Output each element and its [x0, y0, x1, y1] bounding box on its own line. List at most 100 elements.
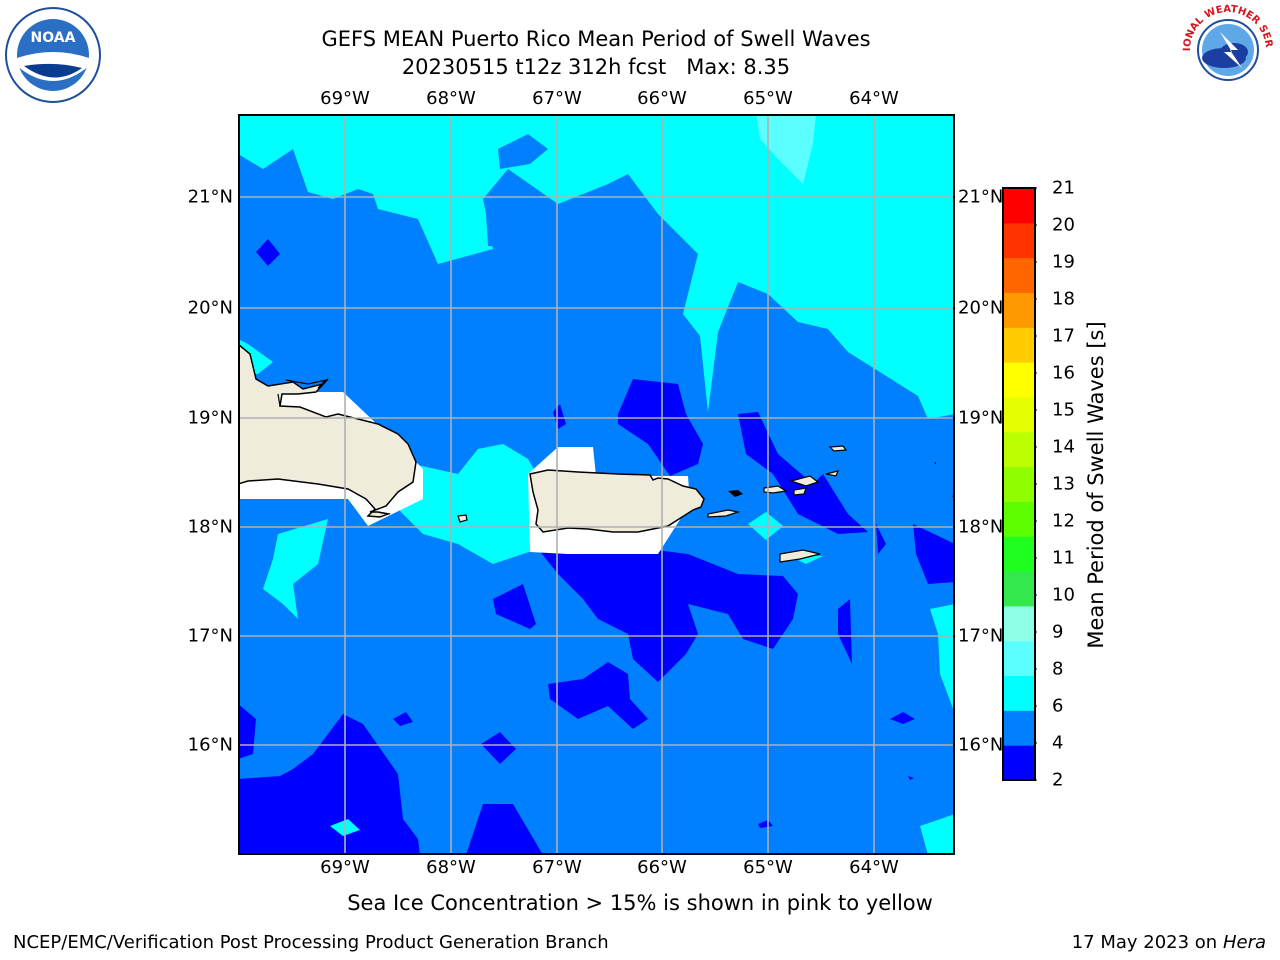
colorbar-segment — [1003, 675, 1035, 711]
nws-logo: NATIONAL WEATHER SERVICE — [1180, 2, 1274, 96]
virgin-island-land — [793, 487, 807, 496]
vieques-land — [707, 509, 741, 518]
colorbar-label: Mean Period of Swell Waves [s] — [1084, 321, 1108, 649]
period-2-4-region — [493, 584, 536, 629]
period-6-8-region — [920, 814, 955, 855]
lat-label-right: 19°N — [958, 407, 1004, 429]
culebra-land — [728, 490, 743, 497]
period-2-4-region — [618, 379, 703, 476]
lon-label-top: 66°W — [637, 88, 687, 109]
period-6-8-region — [238, 114, 955, 419]
lon-label-top: 67°W — [532, 88, 582, 109]
lat-label-right: 21°N — [958, 186, 1004, 208]
gridlines — [238, 114, 955, 855]
period-8-9-region — [756, 114, 816, 184]
period-2-4-region — [548, 662, 648, 729]
isla-mona-land — [457, 514, 468, 523]
period-6-8-region — [930, 604, 955, 714]
colorbar-tick-label: 8 — [1052, 658, 1064, 680]
lat-label-left: 21°N — [187, 186, 233, 208]
footer-machine: Hera — [1222, 932, 1266, 953]
svg-text:NOAA: NOAA — [31, 30, 76, 46]
lat-label-left: 20°N — [187, 297, 233, 319]
colorbar-tick-label: 10 — [1052, 584, 1075, 606]
colorbar-tick-label: 16 — [1052, 362, 1075, 384]
colorbar-segment — [1003, 466, 1035, 502]
puerto-rico-land — [529, 469, 705, 533]
lat-label-right: 16°N — [958, 734, 1004, 756]
map-frame — [238, 114, 955, 855]
lon-label-bottom: 64°W — [849, 857, 899, 878]
period-6-8-region — [748, 512, 783, 540]
colorbar-segment — [1003, 571, 1035, 607]
period-2-4-region — [758, 820, 773, 828]
colorbar-segment — [1003, 710, 1035, 746]
colorbar-tick-label: 15 — [1052, 399, 1075, 421]
lat-label-left: 19°N — [187, 407, 233, 429]
colorbar-segment — [1003, 396, 1035, 433]
virgin-island-land — [788, 475, 820, 487]
colorbar-tick-label: 6 — [1052, 695, 1064, 717]
lon-label-bottom: 68°W — [426, 857, 476, 878]
virgin-island-land — [763, 485, 788, 494]
lon-label-top: 68°W — [426, 88, 476, 109]
colorbar-tick-label: 20 — [1052, 214, 1075, 236]
colorbar-tick-label: 11 — [1052, 547, 1075, 569]
colorbar-segment — [1003, 257, 1035, 293]
period-2-4-region — [481, 732, 516, 764]
lat-label-left: 18°N — [187, 516, 233, 538]
hispaniola-detail — [277, 378, 391, 515]
lon-label-bottom: 65°W — [743, 857, 793, 878]
st-croix-land — [779, 549, 821, 563]
virgin-island-land — [825, 470, 839, 477]
sea-ice-note: Sea Ice Concentration > 15% is shown in … — [347, 891, 933, 915]
colorbar-segment — [1003, 327, 1035, 363]
colorbar-segment — [1003, 431, 1035, 468]
period-2-4-region — [838, 599, 852, 664]
period-2-4-region — [538, 539, 798, 682]
period-2-4-region — [466, 804, 543, 855]
colorbar-tick-label: 9 — [1052, 621, 1064, 643]
footer-date-text: 17 May 2023 on — [1071, 932, 1218, 953]
lat-label-right: 18°N — [958, 516, 1004, 538]
colorbar-segment — [1003, 605, 1035, 642]
colorbar-segment — [1003, 501, 1035, 537]
colorbar-tick-label: 17 — [1052, 325, 1075, 347]
period-6-8-region — [498, 134, 548, 169]
lat-label-left: 17°N — [187, 625, 233, 647]
period-6-8-region — [486, 206, 548, 249]
anguilla-land — [934, 462, 936, 464]
colorbar-tick-label: 12 — [1052, 510, 1075, 532]
period-2-4-region — [256, 239, 280, 266]
period-2-4-region — [890, 712, 915, 724]
colorbar — [1002, 187, 1037, 781]
period-6-8-region — [398, 444, 548, 564]
lon-label-bottom: 69°W — [320, 857, 370, 878]
colorbar-tick-label: 2 — [1052, 769, 1064, 791]
lon-label-top: 69°W — [320, 88, 370, 109]
colorbar-segment — [1003, 362, 1035, 398]
lat-label-right: 20°N — [958, 297, 1004, 319]
hispaniola-land — [238, 343, 417, 518]
lat-label-left: 16°N — [187, 734, 233, 756]
colorbar-segment — [1003, 222, 1035, 259]
lon-label-bottom: 67°W — [532, 857, 582, 878]
period-2-4-region — [908, 776, 914, 780]
period-2-4-region — [876, 524, 886, 554]
period-6-8-region — [263, 519, 328, 619]
colorbar-tick-label: 21 — [1052, 177, 1075, 199]
colorbar-segment — [1003, 745, 1035, 781]
colorbar-tick-label: 4 — [1052, 732, 1064, 754]
lat-label-right: 17°N — [958, 625, 1004, 647]
period-2-4-region — [238, 714, 420, 855]
colorbar-tick-label: 14 — [1052, 436, 1075, 458]
colorbar-tick-label: 13 — [1052, 473, 1075, 495]
noaa-logo: NOAA — [5, 7, 101, 103]
colorbar-segment — [1003, 536, 1035, 572]
swell-period-map — [238, 114, 955, 855]
anegada-land — [828, 445, 848, 452]
lon-label-top: 65°W — [743, 88, 793, 109]
colorbar-segment — [1003, 188, 1035, 224]
period-2-4-region — [738, 412, 868, 534]
colorbar-tick-label: 19 — [1052, 251, 1075, 273]
